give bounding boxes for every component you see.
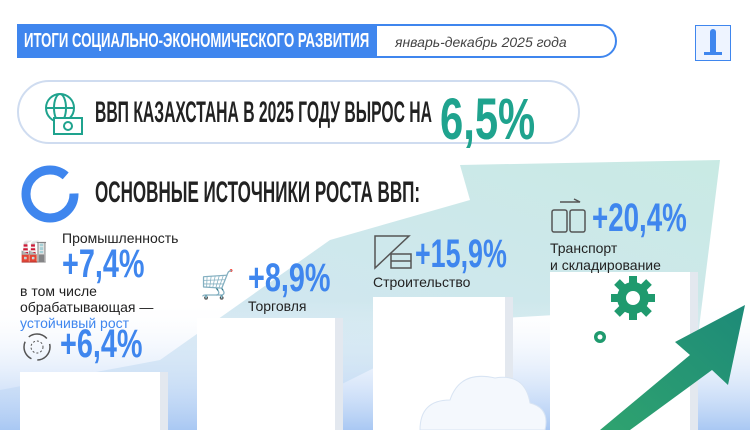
industry-value: +7,4%: [62, 242, 145, 286]
green-arrow: [600, 305, 745, 430]
bar-trade: [197, 318, 335, 430]
globe-money-icon: [45, 93, 83, 135]
donut-ring-icon: [21, 165, 79, 223]
transport-label-line1: Транспорт: [550, 240, 618, 256]
transport-label: Транспорт и складирование: [550, 240, 661, 274]
header-title-bg: [17, 24, 377, 58]
headline-value: 6,5%: [440, 87, 536, 152]
transport-label-line2: и складирование: [550, 257, 661, 273]
header-title: ИТОГИ СОЦИАЛЬНО-ЭКОНОМИЧЕСКОГО РАЗВИТИЯ: [24, 30, 370, 52]
gear-icon: [594, 276, 655, 343]
construction-label: Строительство: [373, 274, 471, 290]
industry-label: Промышленность: [62, 230, 179, 246]
construction-value: +15,9%: [415, 232, 507, 276]
bar-industry: [20, 372, 160, 430]
header-period: январь-декабрь 2025 года: [395, 34, 567, 50]
section-title: ОСНОВНЫЕ ИСТОЧНИКИ РОСТА ВВП:: [95, 176, 421, 209]
logo-icon: [695, 25, 731, 61]
transport-icon: [551, 198, 586, 233]
manufacturing-value: +6,4%: [60, 322, 143, 366]
headline-text: ВВП КАЗАХСТАНА В 2025 ГОДУ ВЫРОС НА: [95, 96, 432, 129]
manufacturing-line2: обрабатывающая —: [20, 299, 154, 315]
ruler-bricks-icon: [374, 235, 412, 270]
manufacturing-cycle-icon: [23, 333, 51, 361]
factory-icon: 🏭: [20, 238, 48, 263]
cart-hand-icon: 🛒: [200, 269, 235, 300]
manufacturing-line1: в том числе: [20, 283, 97, 299]
gdp-headline-box: [17, 80, 580, 144]
manufacturing-line3: устойчивый рост: [20, 315, 130, 331]
manufacturing-note: в том числе обрабатывающая — устойчивый …: [20, 283, 153, 331]
trade-value: +8,9%: [248, 256, 331, 300]
cloud: [419, 375, 547, 430]
transport-value: +20,4%: [592, 196, 687, 240]
trade-label: Торговля: [248, 298, 307, 314]
